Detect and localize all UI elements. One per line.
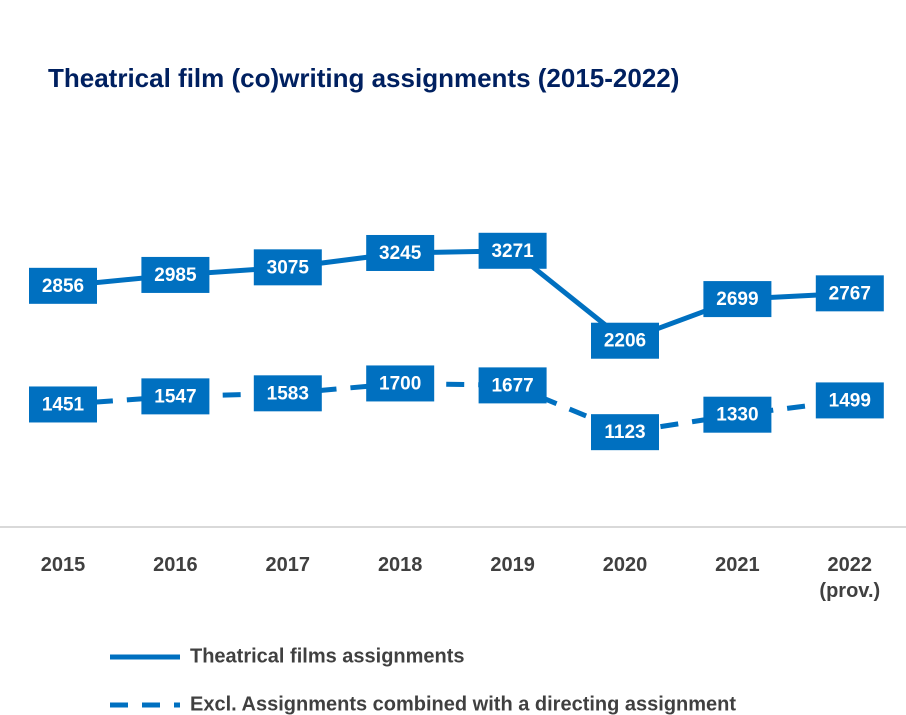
value-label: 1499 — [829, 390, 871, 411]
value-label-box — [591, 322, 659, 359]
value-label: 2767 — [829, 283, 871, 304]
x-tick-label: 2022 (prov.) — [819, 554, 881, 602]
x-tick-label: 2016 — [153, 554, 198, 576]
value-label-box — [29, 267, 97, 304]
legend-label: Excl. Assignments combined with a direct… — [190, 693, 736, 715]
x-tick-label: 2017 — [265, 554, 311, 576]
value-label: 2856 — [42, 276, 84, 297]
x-tick-label: 2019 — [490, 554, 535, 576]
value-label: 1451 — [42, 394, 85, 415]
value-label: 1123 — [604, 422, 645, 443]
value-label-box — [253, 249, 322, 286]
value-label-box — [815, 275, 884, 312]
value-label-box — [478, 232, 547, 269]
value-label: 1547 — [154, 386, 196, 407]
legend-label: Theatrical films assignments — [190, 645, 465, 667]
value-label: 1677 — [491, 375, 533, 396]
x-tick-label: 2021 — [715, 554, 760, 576]
chart-title: Theatrical film (co)writing assignments … — [48, 63, 679, 93]
value-label-box — [703, 396, 772, 433]
value-label: 1700 — [379, 373, 421, 394]
value-label-box — [478, 367, 547, 404]
value-label-box — [815, 382, 884, 419]
value-label: 1330 — [716, 405, 758, 426]
value-label: 2206 — [604, 331, 646, 352]
value-label: 2985 — [154, 265, 197, 286]
x-tick-label: 2020 — [602, 554, 648, 576]
value-label: 3271 — [491, 241, 534, 262]
x-tick-label: 2018 — [377, 554, 423, 576]
value-label-box — [253, 375, 322, 412]
value-label: 3245 — [379, 243, 422, 264]
value-label: 2699 — [716, 289, 758, 310]
value-label-box — [366, 365, 435, 402]
value-label-box — [366, 234, 435, 271]
value-label: 3075 — [267, 257, 310, 278]
value-label: 1583 — [267, 383, 309, 404]
x-tick-label: 2015 — [40, 554, 86, 576]
value-label-box — [29, 386, 97, 423]
value-label-box — [141, 378, 210, 415]
value-label-box — [591, 414, 659, 451]
value-label-box — [141, 256, 210, 293]
value-label-box — [703, 281, 772, 318]
